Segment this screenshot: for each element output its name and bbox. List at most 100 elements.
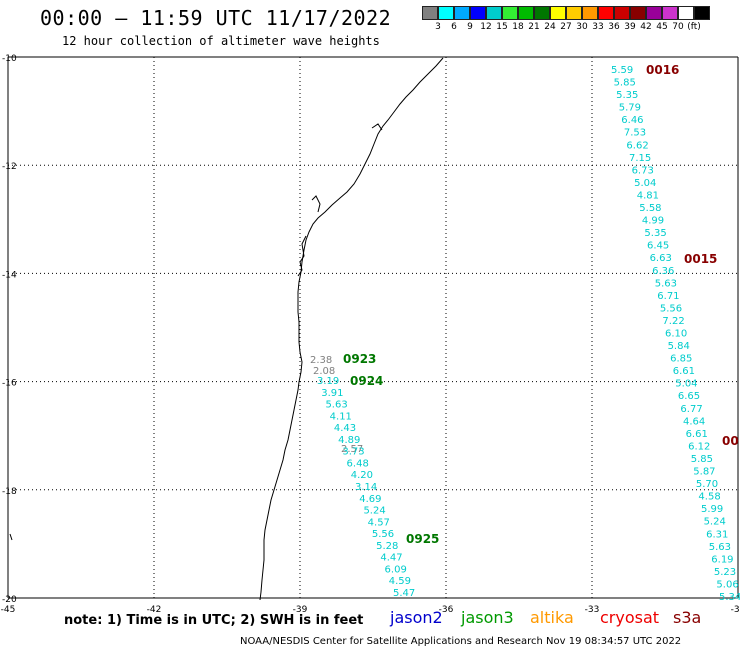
coastline [259, 57, 444, 601]
color-swatch [566, 6, 582, 20]
x-tick-label: -30 [731, 605, 740, 615]
swh-value: 7.22 [662, 316, 684, 327]
x-tick-label: -33 [585, 605, 600, 615]
swh-value: 5.84 [668, 341, 690, 352]
swh-value: 5.23 [714, 567, 736, 578]
swh-value: 5.56 [372, 529, 394, 540]
satellite-cryosat-label: cryosat [600, 608, 660, 627]
color-swatch [486, 6, 502, 20]
color-legend-tick: 21 [528, 22, 540, 32]
swh-value: 5.63 [325, 400, 347, 411]
swh-value: 5.24 [704, 517, 726, 528]
swh-value: 6.10 [665, 329, 687, 340]
swh-value: 6.62 [626, 140, 648, 151]
color-swatch [614, 6, 630, 20]
swh-value: 5.34 [719, 592, 740, 603]
x-tick-label: -36 [439, 605, 454, 615]
swh-value: 5.85 [614, 78, 636, 89]
swh-value: 6.48 [347, 458, 369, 469]
y-tick-label: -10 [2, 54, 17, 64]
color-swatch [454, 6, 470, 20]
swh-value: 4.59 [389, 576, 411, 587]
color-legend-tick: 15 [496, 22, 508, 32]
swh-value: 6.61 [673, 366, 695, 377]
color-swatch [678, 6, 694, 20]
swh-value: 6.45 [647, 241, 669, 252]
swh-value: 5.35 [616, 90, 638, 101]
pass-time-label: 00 [722, 434, 739, 448]
pass-time-label: 0016 [646, 63, 679, 77]
y-tick-label: -16 [2, 379, 17, 389]
swh-value: 3.19 [317, 376, 339, 387]
color-legend-tick: 36 [608, 22, 620, 32]
color-legend-tick: 33 [592, 22, 604, 32]
color-legend-tick: 18 [512, 22, 524, 32]
bay-outline [9, 123, 383, 541]
swh-value: 3.73 [342, 447, 364, 458]
swh-value: 3.14 [355, 482, 377, 493]
color-swatch [518, 6, 534, 20]
pass-time-label: 0924 [350, 374, 383, 388]
color-legend-tick: 12 [480, 22, 492, 32]
satellite-jason2-label: jason2 [390, 608, 443, 627]
y-tick-label: -12 [2, 162, 17, 172]
swh-value: 5.04 [675, 379, 697, 390]
swh-value: 5.04 [634, 178, 656, 189]
color-legend [422, 6, 710, 20]
swh-value: 4.81 [637, 190, 659, 201]
color-legend-tick: 6 [451, 22, 457, 32]
swh-value: 2.57 [341, 444, 363, 455]
pass-time-label: 0015 [684, 252, 717, 266]
color-legend-tick: 9 [467, 22, 473, 32]
swh-value: 6.09 [385, 564, 407, 575]
swh-value: 7.15 [629, 153, 651, 164]
color-swatch [422, 6, 438, 20]
swh-value: 4.99 [642, 216, 664, 227]
color-swatch [646, 6, 662, 20]
color-swatch [550, 6, 566, 20]
color-swatch [694, 6, 710, 20]
color-legend-tick: 42 [640, 22, 652, 32]
color-legend-tick: (ft) [687, 22, 701, 32]
swh-value: 5.35 [644, 228, 666, 239]
color-legend-tick: 39 [624, 22, 636, 32]
swh-value: 4.43 [334, 423, 356, 434]
page-subtitle: 12 hour collection of altimeter wave hei… [62, 34, 380, 48]
x-tick-label: -42 [147, 605, 162, 615]
swh-value: 2.38 [310, 355, 332, 366]
page-title: 00:00 – 11:59 UTC 11/17/2022 [40, 6, 392, 30]
color-swatch [502, 6, 518, 20]
swh-value: 5.70 [696, 479, 718, 490]
swh-value: 3.91 [321, 388, 343, 399]
y-tick-label: -20 [2, 595, 17, 605]
swh-value: 5.06 [716, 579, 738, 590]
grid-lines: -10 -12 -14 -16 -18 -20-45 -42 -39 -36 -33 -30 [1, 54, 740, 615]
color-legend-tick: 24 [544, 22, 556, 32]
swh-value: 5.85 [691, 454, 713, 465]
swh-value: 5.56 [660, 303, 682, 314]
swh-value: 5.24 [363, 506, 385, 517]
swh-value: 5.63 [709, 542, 731, 553]
swh-value: 5.63 [655, 278, 677, 289]
y-tick-label: -18 [2, 487, 17, 497]
swh-value: 6.46 [621, 115, 643, 126]
color-legend-tick: 3 [435, 22, 441, 32]
swh-value: 5.59 [611, 65, 633, 76]
swh-value: 6.12 [688, 441, 710, 452]
color-legend-tick: 30 [576, 22, 588, 32]
swh-value: 6.71 [657, 291, 679, 302]
swh-value: 4.64 [683, 416, 705, 427]
swh-value: 4.89 [338, 435, 360, 446]
swh-value: 4.11 [330, 411, 352, 422]
swh-value: 4.58 [698, 492, 720, 503]
swh-value: 6.61 [686, 429, 708, 440]
swh-value: 4.69 [359, 494, 381, 505]
swh-value: 6.73 [632, 165, 654, 176]
swh-value: 2.08 [313, 366, 335, 377]
swh-value: 5.47 [393, 588, 415, 599]
satellite-s3a-label: s3a [673, 608, 702, 627]
swh-value: 5.79 [619, 103, 641, 114]
track-labels: 5.595.855.355.796.467.536.627.156.735.04… [310, 63, 740, 603]
color-swatch [534, 6, 550, 20]
